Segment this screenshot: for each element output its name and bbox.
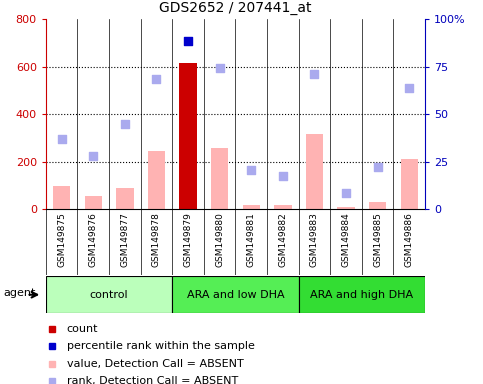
Text: GSM149885: GSM149885 [373, 213, 382, 267]
Bar [337, 207, 355, 209]
Bar [53, 185, 71, 209]
Text: GSM149878: GSM149878 [152, 213, 161, 267]
Text: GSM149884: GSM149884 [341, 213, 351, 267]
Bar [242, 205, 260, 209]
Point [374, 164, 382, 170]
Bar [148, 151, 165, 209]
Text: GSM149876: GSM149876 [89, 213, 98, 267]
Text: GSM149883: GSM149883 [310, 213, 319, 267]
Text: percentile rank within the sample: percentile rank within the sample [67, 341, 255, 351]
Point [342, 190, 350, 196]
Bar [211, 147, 228, 209]
Text: agent: agent [4, 288, 36, 298]
Point [121, 121, 129, 127]
Text: GSM149879: GSM149879 [184, 213, 193, 267]
Title: GDS2652 / 207441_at: GDS2652 / 207441_at [159, 2, 312, 15]
Point [405, 85, 413, 91]
Point [216, 65, 224, 71]
Text: rank, Detection Call = ABSENT: rank, Detection Call = ABSENT [67, 376, 238, 384]
Text: count: count [67, 324, 98, 334]
Text: GSM149882: GSM149882 [278, 213, 287, 267]
Point [153, 76, 160, 82]
Bar [369, 202, 386, 209]
Text: value, Detection Call = ABSENT: value, Detection Call = ABSENT [67, 359, 243, 369]
Bar [179, 63, 197, 209]
Bar [306, 134, 323, 209]
Point [311, 71, 318, 77]
Point [184, 38, 192, 44]
Point [89, 153, 97, 159]
Text: GSM149881: GSM149881 [247, 213, 256, 267]
Point [247, 167, 255, 173]
Bar [400, 159, 418, 209]
Bar [298, 276, 425, 313]
Text: GSM149875: GSM149875 [57, 213, 66, 267]
Bar [46, 276, 172, 313]
Bar [85, 196, 102, 209]
Bar [172, 276, 298, 313]
Point [279, 173, 287, 179]
Bar [116, 188, 134, 209]
Text: GSM149877: GSM149877 [120, 213, 129, 267]
Point [58, 136, 66, 142]
Text: ARA and low DHA: ARA and low DHA [186, 290, 284, 300]
Text: control: control [90, 290, 128, 300]
Bar [274, 205, 292, 209]
Text: GSM149880: GSM149880 [215, 213, 224, 267]
Text: ARA and high DHA: ARA and high DHA [310, 290, 413, 300]
Text: GSM149886: GSM149886 [405, 213, 414, 267]
